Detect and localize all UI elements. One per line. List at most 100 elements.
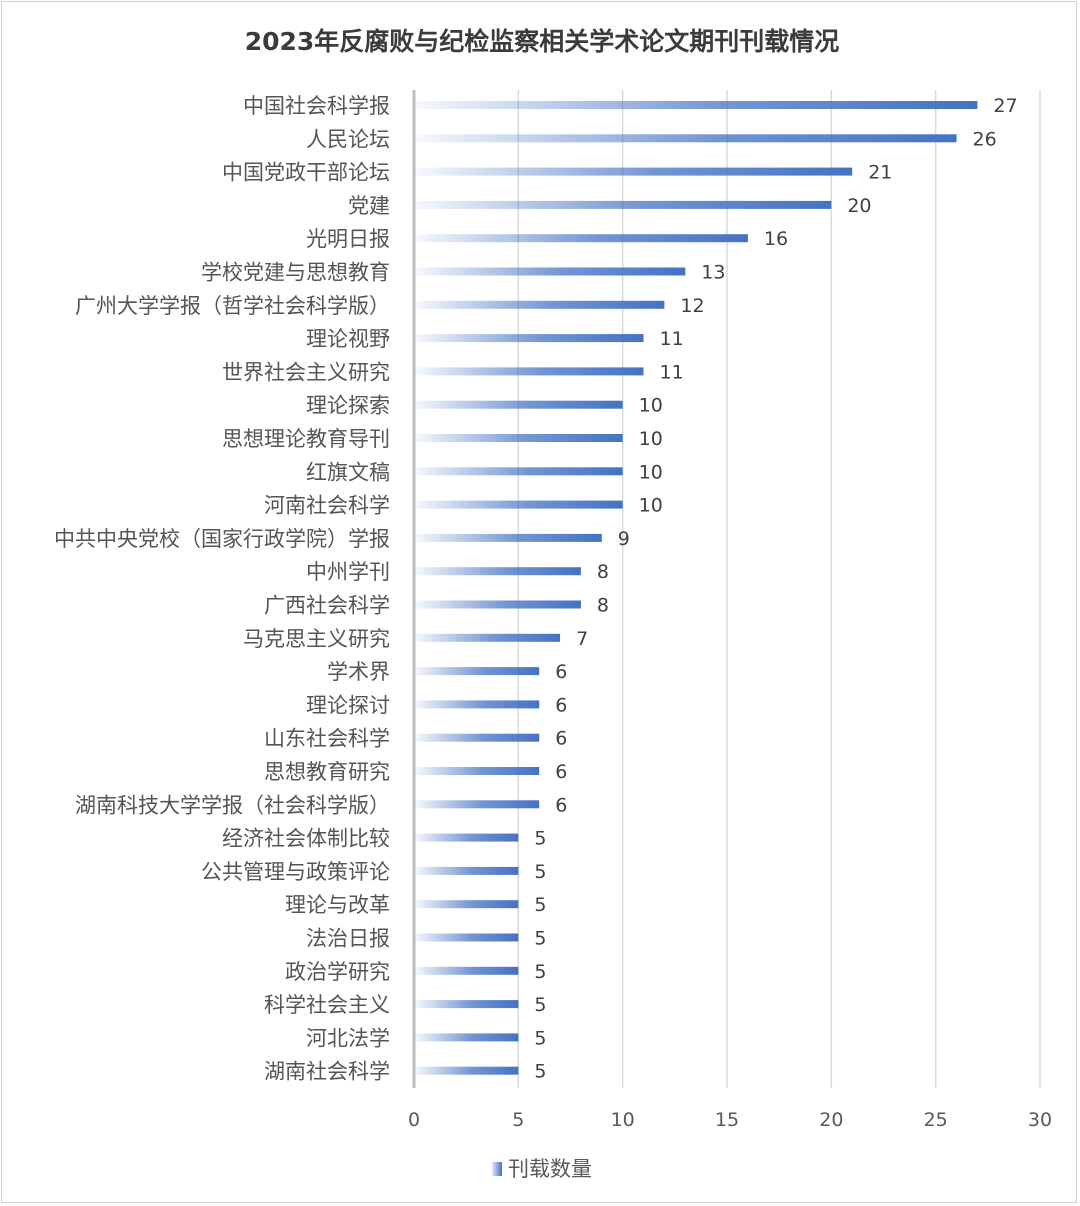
bar [414,533,602,542]
bar [414,800,540,809]
bar [414,300,665,309]
x-axis-ticks: 0 5 10 15 20 25 30 [408,1109,1052,1131]
category-label: 广西社会科学 [264,594,390,618]
bar [414,567,581,576]
bar [414,1066,519,1075]
data-label: 5 [534,828,546,850]
chart-title: 2023年反腐败与纪检监察相关学术论文期刊刊载情况 [245,27,840,56]
legend-swatch [492,1162,502,1176]
category-label: 湖南科技大学学报（社会科学版） [75,793,390,817]
category-label: 学术界 [327,660,390,684]
bar [414,234,748,243]
bar [414,367,644,376]
category-label: 公共管理与政策评论 [201,860,390,884]
bar [414,1000,519,1009]
bar [414,667,540,676]
data-label: 10 [639,461,663,483]
category-label: 世界社会主义研究 [222,360,390,384]
legend: 刊载数量 [492,1157,592,1181]
data-label: 5 [534,861,546,883]
category-label: 政治学研究 [285,960,390,984]
category-label: 红旗文稿 [306,460,390,484]
data-label: 6 [555,661,567,683]
bar [414,500,623,509]
data-label: 5 [534,1027,546,1049]
category-label: 中共中央党校（国家行政学院）学报 [54,527,390,551]
category-labels: 中国社会科学报人民论坛中国党政干部论坛党建光明日报学校党建与思想教育广州大学学报… [54,94,390,1084]
data-label: 20 [847,195,871,217]
bar [414,866,519,875]
category-label: 马克思主义研究 [243,627,390,651]
category-label: 湖南社会科学 [264,1060,390,1084]
value-labels: 2726212016131211111010101098876666655555… [534,95,1017,1083]
data-label: 8 [597,561,609,583]
category-label: 人民论坛 [306,127,390,151]
category-label: 理论探索 [306,394,390,418]
x-tick-label: 5 [512,1109,524,1131]
bar [414,700,540,709]
category-label: 理论视野 [306,327,390,351]
bar [414,400,623,409]
category-label: 山东社会科学 [264,727,390,751]
bar [414,966,519,975]
data-label: 9 [618,528,630,550]
x-tick-label: 15 [715,1109,739,1131]
data-label: 26 [973,128,997,150]
bar [414,733,540,742]
bar [414,101,978,109]
data-label: 6 [555,694,567,716]
data-label: 10 [639,495,663,517]
category-label: 法治日报 [306,927,390,951]
data-label: 11 [660,328,684,350]
data-label: 8 [597,595,609,617]
bar [414,334,644,343]
category-label: 河南社会科学 [264,494,390,518]
bar [414,200,832,209]
data-label: 10 [639,428,663,450]
data-label: 5 [534,928,546,950]
data-label: 5 [534,894,546,916]
category-label: 思想教育研究 [264,760,390,784]
bars [414,101,978,1075]
grid-lines [412,90,1041,1088]
data-label: 5 [534,961,546,983]
data-label: 27 [993,95,1017,117]
data-label: 10 [639,395,663,417]
data-label: 6 [555,794,567,816]
data-label: 6 [555,728,567,750]
data-label: 13 [701,262,725,284]
category-label: 河北法学 [306,1026,390,1050]
bar [414,933,519,942]
legend-label: 刊载数量 [508,1157,592,1181]
category-label: 党建 [348,194,390,218]
data-label: 16 [764,228,788,250]
category-label: 理论与改革 [285,893,390,917]
category-label: 思想理论教育导刊 [222,427,390,451]
x-tick-label: 25 [924,1109,948,1131]
bar [414,467,623,476]
category-label: 广州大学学报（哲学社会科学版） [75,294,390,318]
x-tick-label: 10 [611,1109,635,1131]
bar [414,267,686,276]
bar [414,767,540,775]
data-label: 5 [534,1061,546,1083]
data-label: 7 [576,628,588,650]
bar [414,134,957,143]
category-label: 中国党政干部论坛 [222,161,390,185]
bar [414,833,519,842]
category-label: 中州学刊 [306,560,390,584]
data-label: 21 [868,162,892,184]
data-label: 5 [534,994,546,1016]
bar [414,1033,519,1042]
bar [414,900,519,909]
category-label: 经济社会体制比较 [222,827,390,851]
bar [414,633,561,642]
category-label: 中国社会科学报 [243,94,390,118]
category-label: 科学社会主义 [264,993,390,1017]
x-tick-label: 30 [1028,1109,1052,1131]
category-label: 学校党建与思想教育 [201,261,390,285]
data-label: 12 [680,295,704,317]
data-label: 6 [555,761,567,783]
